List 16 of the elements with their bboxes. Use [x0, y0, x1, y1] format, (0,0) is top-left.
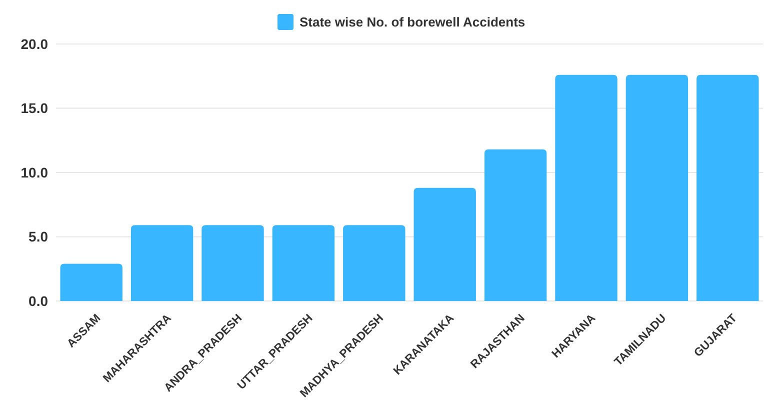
- bar: [696, 74, 759, 301]
- bar: [414, 188, 476, 301]
- bar: [272, 225, 335, 301]
- bar: [343, 225, 406, 301]
- bar: [130, 225, 194, 301]
- y-tick-label: 5.0: [28, 228, 48, 245]
- legend-label: State wise No. of borewell Accidents: [300, 14, 526, 30]
- y-tick-label: 10.0: [20, 164, 48, 180]
- y-tick-label: 15.0: [20, 100, 48, 116]
- bar: [626, 74, 688, 301]
- bar: [484, 149, 547, 301]
- bar: [202, 225, 264, 301]
- y-tick-label: 0.0: [28, 292, 48, 309]
- bar: [60, 264, 122, 301]
- bar: [555, 74, 618, 301]
- y-tick-label: 20.0: [20, 36, 48, 52]
